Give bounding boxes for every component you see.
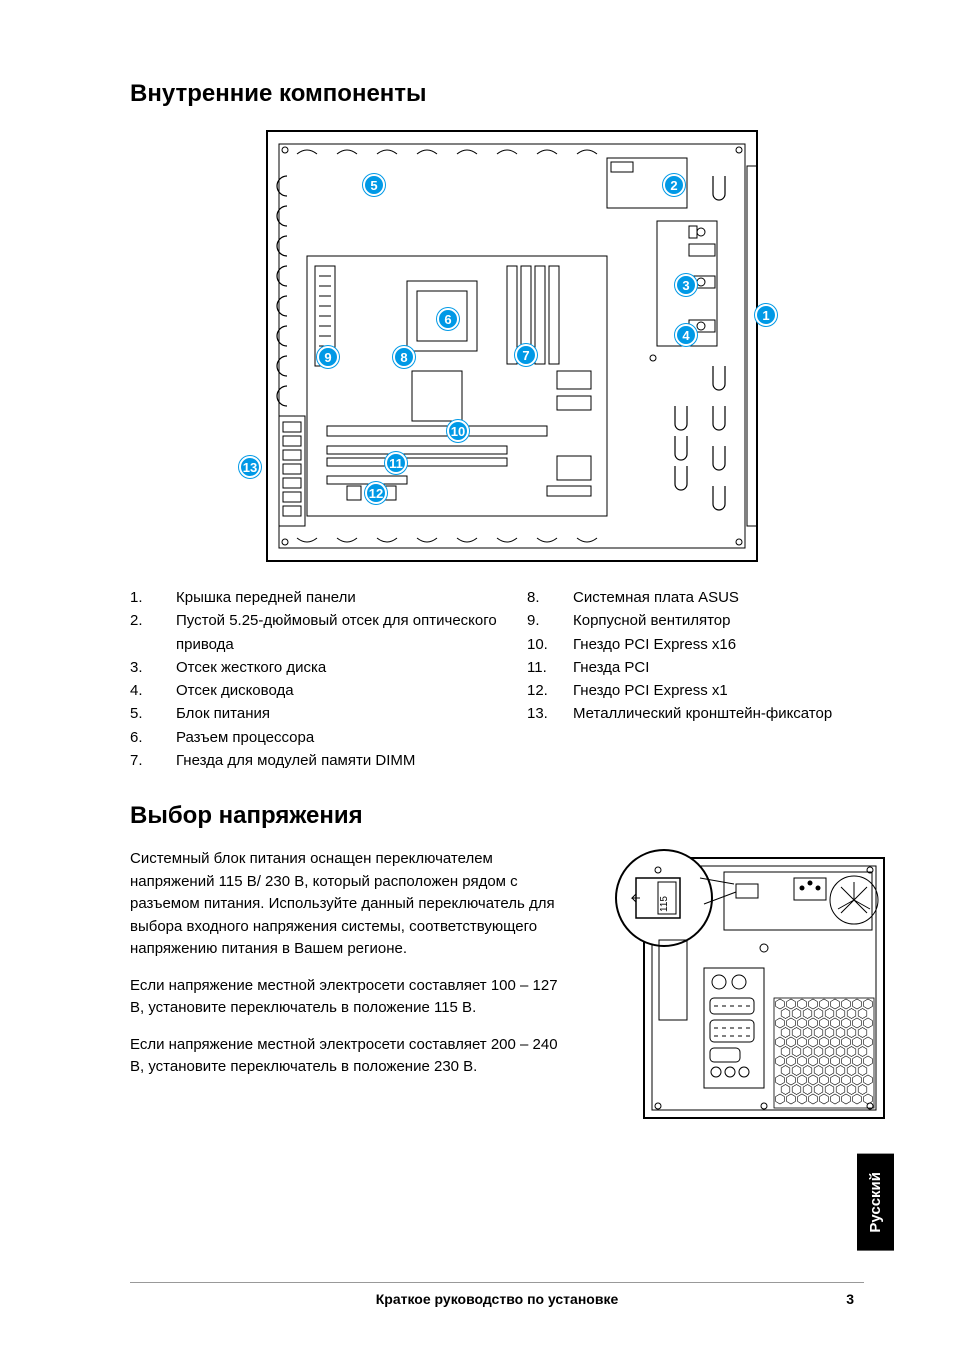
list-item: 7.Гнезда для модулей памяти DIMM — [130, 749, 497, 772]
case-diagram: 12345678910111213 — [257, 126, 767, 566]
list-item: 3.Отсек жесткого диска — [130, 656, 497, 679]
list-num: 11. — [527, 656, 573, 679]
list-text: Гнезда для модулей памяти DIMM — [176, 749, 497, 772]
callout-7: 7 — [515, 344, 537, 366]
component-list: 1.Крышка передней панели2.Пустой 5.25-дю… — [130, 586, 894, 772]
list-text: Блок питания — [176, 702, 497, 725]
list-text: Отсек жесткого диска — [176, 656, 497, 679]
list-item: 2.Пустой 5.25-дюймовый отсек для оптичес… — [130, 609, 497, 656]
rear-panel-diagram: 115 — [604, 848, 894, 1133]
list-num: 3. — [130, 656, 176, 679]
list-text: Металлический кронштейн-фиксатор — [573, 702, 894, 725]
case-diagram-svg — [257, 126, 767, 566]
component-list-right: 8.Системная плата ASUS9.Корпусной вентил… — [527, 586, 894, 772]
list-item: 1.Крышка передней панели — [130, 586, 497, 609]
callout-12: 12 — [365, 482, 387, 504]
callout-4: 4 — [675, 324, 697, 346]
list-text: Разъем процессора — [176, 726, 497, 749]
callout-8: 8 — [393, 346, 415, 368]
voltage-p3: Если напряжение местной электросети сост… — [130, 1034, 574, 1079]
language-tab: Русский — [857, 1154, 894, 1251]
list-item: 11.Гнезда PCI — [527, 656, 894, 679]
list-text: Отсек дисковода — [176, 679, 497, 702]
voltage-p1: Системный блок питания оснащен переключа… — [130, 848, 574, 961]
list-text: Гнездо PCI Express x16 — [573, 633, 894, 656]
list-text: Системная плата ASUS — [573, 586, 894, 609]
voltage-p2: Если напряжение местной электросети сост… — [130, 975, 574, 1020]
list-item: 9.Корпусной вентилятор — [527, 609, 894, 632]
list-item: 4.Отсек дисковода — [130, 679, 497, 702]
list-num: 1. — [130, 586, 176, 609]
callout-2: 2 — [663, 174, 685, 196]
callout-5: 5 — [363, 174, 385, 196]
list-num: 6. — [130, 726, 176, 749]
list-num: 7. — [130, 749, 176, 772]
internal-components-heading: Внутренние компоненты — [130, 80, 894, 108]
list-text: Гнезда PCI — [573, 656, 894, 679]
list-text: Крышка передней панели — [176, 586, 497, 609]
list-text: Пустой 5.25-дюймовый отсек для оптическо… — [176, 609, 497, 656]
list-item: 6.Разъем процессора — [130, 726, 497, 749]
list-num: 10. — [527, 633, 573, 656]
callout-3: 3 — [675, 274, 697, 296]
voltage-heading: Выбор напряжения — [130, 802, 894, 830]
list-item: 5.Блок питания — [130, 702, 497, 725]
list-num: 5. — [130, 702, 176, 725]
list-item: 12.Гнездо PCI Express x1 — [527, 679, 894, 702]
list-num: 4. — [130, 679, 176, 702]
list-item: 13.Металлический кронштейн-фиксатор — [527, 702, 894, 725]
voltage-text: Системный блок питания оснащен переключа… — [130, 848, 574, 1133]
list-text: Корпусной вентилятор — [573, 609, 894, 632]
callout-10: 10 — [447, 420, 469, 442]
callout-6: 6 — [437, 308, 459, 330]
list-item: 8.Системная плата ASUS — [527, 586, 894, 609]
callout-11: 11 — [385, 452, 407, 474]
callout-9: 9 — [317, 346, 339, 368]
footer-title: Краткое руководство по установке — [130, 1282, 864, 1307]
list-num: 13. — [527, 702, 573, 725]
callout-13: 13 — [239, 456, 261, 478]
list-num: 2. — [130, 609, 176, 656]
list-item: 10.Гнездо PCI Express x16 — [527, 633, 894, 656]
callout-1: 1 — [755, 304, 777, 326]
list-num: 12. — [527, 679, 573, 702]
voltage-switch-label: 115 — [659, 896, 670, 912]
page-number: 3 — [846, 1283, 854, 1307]
list-num: 8. — [527, 586, 573, 609]
component-list-left: 1.Крышка передней панели2.Пустой 5.25-дю… — [130, 586, 497, 772]
list-num: 9. — [527, 609, 573, 632]
list-text: Гнездо PCI Express x1 — [573, 679, 894, 702]
